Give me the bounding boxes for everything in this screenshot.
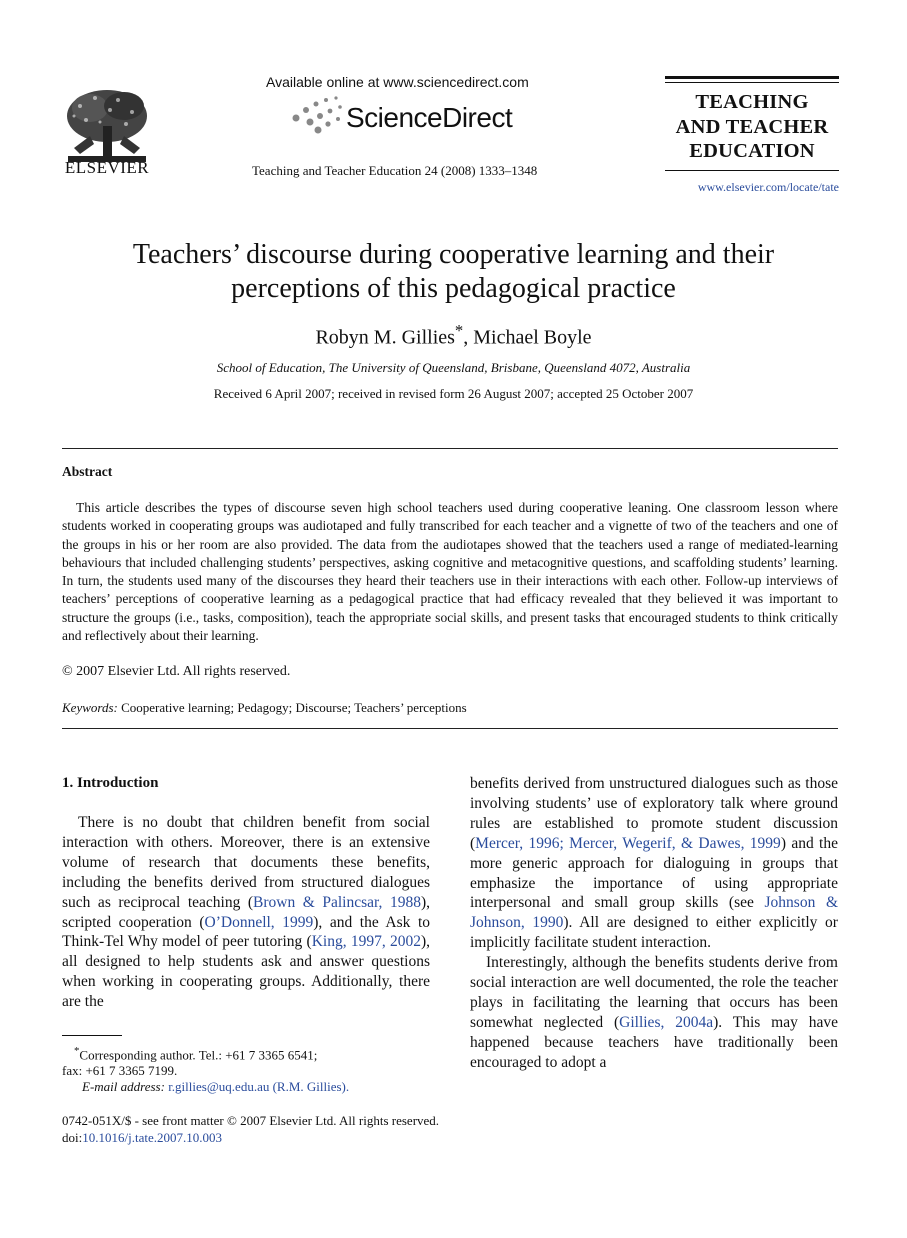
- author-list: Robyn M. Gillies*, Michael Boyle: [40, 321, 867, 350]
- doi-label: doi:: [62, 1130, 83, 1145]
- citation-link[interactable]: Johnson & Johnson, 1990: [470, 894, 838, 932]
- journal-url-link[interactable]: www.elsevier.com/locate/tate: [697, 180, 839, 194]
- article-history: Received 6 April 2007; received in revis…: [213, 386, 694, 401]
- paragraph: There is no doubt that children benefit …: [62, 813, 430, 1012]
- front-matter: 0742-051X/$ - see front matter © 2007 El…: [62, 1112, 439, 1146]
- journal-title-line: AND TEACHER: [675, 115, 829, 138]
- abstract-heading: Abstract: [62, 464, 113, 479]
- footnote-text: Corresponding author. Tel.: +61 7 3365 6…: [79, 1047, 318, 1063]
- author-name: Robyn M. Gillies: [315, 326, 455, 349]
- footnote-line: fax: +61 7 3365 7199.: [62, 1063, 178, 1079]
- text-run: ). All are designed to either explicitly…: [470, 914, 838, 952]
- elsevier-tree-logo: [60, 86, 154, 168]
- article-title-line: perceptions of this pedagogical practice: [231, 273, 676, 304]
- affiliation: School of Education, The University of Q…: [216, 360, 691, 375]
- abstract-text: This article describes the types of disc…: [62, 500, 838, 644]
- text-run: ), and the Ask to Think-Tel Why model of…: [62, 913, 431, 951]
- article-title-line: Teachers’ discourse during cooperative l…: [132, 239, 775, 270]
- footnote-line: E-mail address: r.gillies@uq.edu.au (R.M…: [62, 1079, 462, 1095]
- footnote-line: *Corresponding author. Tel.: +61 7 3365 …: [62, 1043, 462, 1063]
- text-run: ), all designed to help students ask and…: [62, 933, 430, 1011]
- paragraph: Interestingly, although the benefits stu…: [470, 953, 838, 1072]
- text-run: There is no doubt that children benefit …: [62, 814, 430, 911]
- available-online-text[interactable]: Available online at www.sciencedirect.co…: [266, 74, 529, 90]
- text-run: ). This may have happened because teache…: [470, 1013, 838, 1071]
- keywords: Keywords: Cooperative learning; Pedagogy…: [62, 700, 467, 716]
- journal-rule-top-thin: [665, 82, 839, 83]
- text-run: Interestingly, although the benefits stu…: [470, 954, 838, 1031]
- publisher-name: ELSEVIER: [64, 158, 150, 177]
- text-run: ), scripted cooperation (: [62, 893, 430, 931]
- footnote-mark: *: [74, 1045, 80, 1057]
- journal-title-line: TEACHING: [695, 91, 809, 113]
- journal-rule-top: [665, 76, 839, 79]
- journal-title: TEACHING AND TEACHER EDUCATION: [660, 90, 844, 164]
- citation-link[interactable]: Mercer, 1996; Mercer, Wegerif, & Dawes, …: [475, 834, 781, 852]
- citation-link[interactable]: Gillies, 2004a: [619, 1013, 714, 1031]
- issn-line: 0742-051X/$ - see front matter © 2007 El…: [62, 1113, 440, 1128]
- divider: [62, 448, 838, 449]
- citation-link[interactable]: King, 1997, 2002: [311, 933, 421, 951]
- body-column-left: There is no doubt that children benefit …: [62, 813, 430, 1012]
- article-title: Teachers’ discourse during cooperative l…: [40, 238, 867, 306]
- email-link[interactable]: r.gillies@uq.edu.au (R.M. Gillies).: [164, 1079, 350, 1095]
- email-label: E-mail address:: [82, 1079, 165, 1095]
- copyright-notice: © 2007 Elsevier Ltd. All rights reserved…: [62, 664, 291, 679]
- body-column-right: benefits derived from unstructured dialo…: [470, 774, 838, 1073]
- journal-title-line: EDUCATION: [689, 140, 815, 162]
- sciencedirect-dots-icon: [292, 96, 342, 134]
- doi-link[interactable]: 10.1016/j.tate.2007.10.003: [82, 1130, 222, 1145]
- journal-citation: Teaching and Teacher Education 24 (2008)…: [252, 163, 538, 178]
- text-run: benefits derived from unstructured dialo…: [470, 775, 838, 852]
- corresponding-author-mark[interactable]: *: [454, 321, 464, 340]
- paragraph: benefits derived from unstructured dialo…: [470, 774, 838, 953]
- sciencedirect-brand[interactable]: ScienceDirect: [346, 102, 513, 133]
- footnote-rule: [62, 1035, 122, 1036]
- doi-line: doi:10.1016/j.tate.2007.10.003: [62, 1129, 439, 1146]
- keywords-label: Keywords:: [62, 700, 118, 715]
- section-heading: 1. Introduction: [62, 775, 159, 791]
- citation-link[interactable]: Brown & Palincsar, 1988: [253, 893, 421, 911]
- text-run: ) and the more generic approach for dial…: [470, 834, 838, 912]
- journal-rule-bottom: [665, 170, 839, 171]
- author-name: , Michael Boyle: [463, 326, 592, 349]
- keywords-list: Cooperative learning; Pedagogy; Discours…: [117, 700, 467, 715]
- citation-link[interactable]: O’Donnell, 1999: [204, 913, 314, 931]
- footnote: *Corresponding author. Tel.: +61 7 3365 …: [62, 1043, 462, 1095]
- divider: [62, 728, 838, 729]
